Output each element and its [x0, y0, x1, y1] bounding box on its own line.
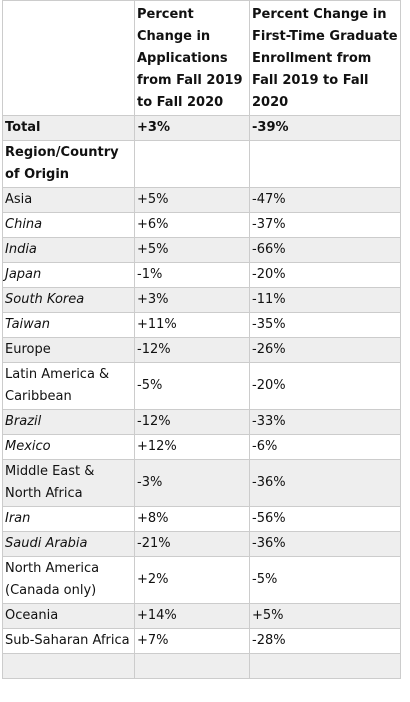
header-cell: Percent Change in Applications from Fall… [134, 0, 250, 116]
table-row [2, 653, 401, 679]
table-cell: +2% [134, 556, 250, 604]
table-row: Region/Country of Origin [2, 140, 401, 188]
table-cell: Asia [2, 187, 135, 213]
table-cell: -36% [249, 531, 401, 557]
table-row: Mexico +12% -6% [2, 434, 401, 460]
table-cell: -28% [249, 628, 401, 654]
table-row: Japan -1% -20% [2, 262, 401, 288]
table-cell: India [2, 237, 135, 263]
table-cell: -5% [249, 556, 401, 604]
table-cell: +12% [134, 434, 250, 460]
table-cell: +11% [134, 312, 250, 338]
table-row: Taiwan +11% -35% [2, 312, 401, 338]
table-cell: +6% [134, 212, 250, 238]
table-cell: -12% [134, 409, 250, 435]
table-cell: Oceania [2, 603, 135, 629]
table-row: Asia +5% -47% [2, 187, 401, 213]
table-cell: -20% [249, 362, 401, 410]
table-cell: -5% [134, 362, 250, 410]
table-cell: -56% [249, 506, 401, 532]
table-cell: +14% [134, 603, 250, 629]
table-cell: South Korea [2, 287, 135, 313]
table-cell: -47% [249, 187, 401, 213]
table-cell: -39% [249, 115, 401, 141]
table-cell: -1% [134, 262, 250, 288]
table-cell [2, 653, 135, 679]
table-cell: +5% [249, 603, 401, 629]
table-cell: -26% [249, 337, 401, 363]
table-cell: -11% [249, 287, 401, 313]
table-cell [249, 653, 401, 679]
table-body: Total +3% -39% Region/Country of Origin Asia… [2, 115, 401, 679]
table-cell: Iran [2, 506, 135, 532]
table-row: North America (Canada only) +2% -5% [2, 556, 401, 604]
table-cell [249, 140, 401, 188]
header-cell [2, 0, 135, 116]
table-row: Saudi Arabia -21% -36% [2, 531, 401, 557]
table-cell: Mexico [2, 434, 135, 460]
table-cell: -36% [249, 459, 401, 507]
table-cell: -66% [249, 237, 401, 263]
table-cell: -3% [134, 459, 250, 507]
table-cell: China [2, 212, 135, 238]
table-row: Europe -12% -26% [2, 337, 401, 363]
table-cell: Europe [2, 337, 135, 363]
table-cell: Total [2, 115, 135, 141]
table-row: Middle East & North Africa -3% -36% [2, 459, 401, 507]
table-row: Sub-Saharan Africa +7% -28% [2, 628, 401, 654]
table-cell: -35% [249, 312, 401, 338]
table-row: India +5% -66% [2, 237, 401, 263]
header-cell: Percent Change in First-Time Graduate En… [249, 0, 401, 116]
table-cell: -12% [134, 337, 250, 363]
table-cell: Saudi Arabia [2, 531, 135, 557]
table-cell: Japan [2, 262, 135, 288]
table-cell: Region/Country of Origin [2, 140, 135, 188]
table-cell: -33% [249, 409, 401, 435]
table-row: Brazil -12% -33% [2, 409, 401, 435]
table-row: Iran +8% -56% [2, 506, 401, 532]
table-cell: +5% [134, 237, 250, 263]
table-cell: -21% [134, 531, 250, 557]
table-cell [134, 653, 250, 679]
table-cell: Sub-Saharan Africa [2, 628, 135, 654]
table-row: China +6% -37% [2, 212, 401, 238]
table-cell: +8% [134, 506, 250, 532]
table-cell: +5% [134, 187, 250, 213]
table-cell: Taiwan [2, 312, 135, 338]
table-cell: +7% [134, 628, 250, 654]
table-cell: -20% [249, 262, 401, 288]
header-row: Percent Change in Applications from Fall… [2, 0, 401, 116]
table-cell: North America (Canada only) [2, 556, 135, 604]
table-cell: Latin America & Caribbean [2, 362, 135, 410]
table-cell: +3% [134, 115, 250, 141]
table-cell: +3% [134, 287, 250, 313]
table-cell: -6% [249, 434, 401, 460]
table-row: Total +3% -39% [2, 115, 401, 141]
table-cell [134, 140, 250, 188]
table-cell: Brazil [2, 409, 135, 435]
table-row: Oceania +14% +5% [2, 603, 401, 629]
table-cell: Middle East & North Africa [2, 459, 135, 507]
data-table: Percent Change in Applications from Fall… [2, 0, 401, 679]
table-row: South Korea +3% -11% [2, 287, 401, 313]
table-cell: -37% [249, 212, 401, 238]
table-row: Latin America & Caribbean -5% -20% [2, 362, 401, 410]
